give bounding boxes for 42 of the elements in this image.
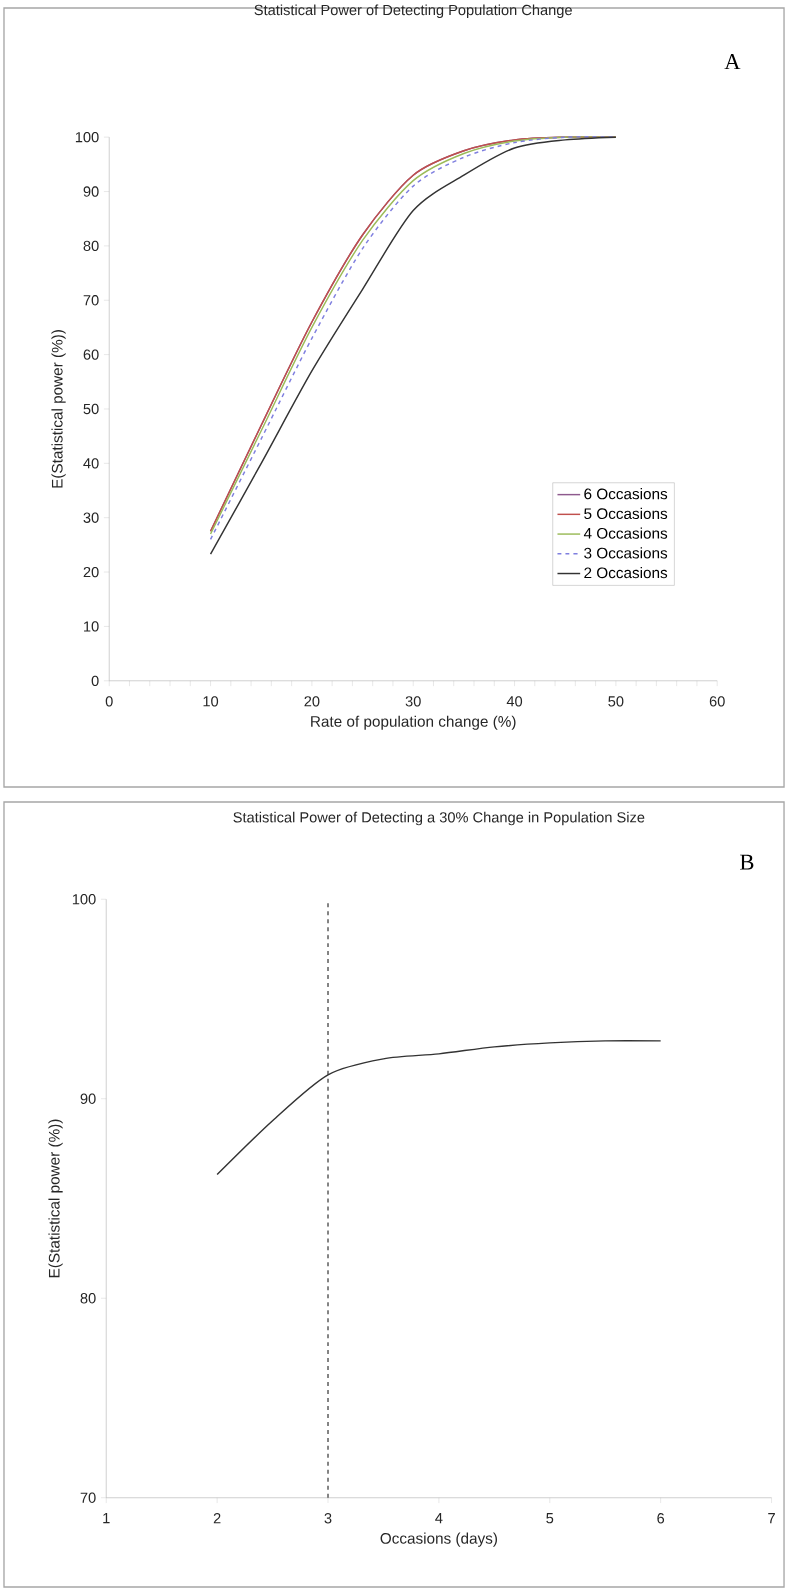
y-tick-label: 70 bbox=[83, 295, 99, 306]
y-tick-label: 90 bbox=[83, 186, 99, 197]
y-tick-label: 80 bbox=[80, 1293, 96, 1304]
x-tick-label: 1 bbox=[103, 1513, 110, 1524]
chart-title: Statistical Power of Detecting Population Change bbox=[254, 4, 572, 19]
x-tick-label: 60 bbox=[709, 696, 725, 707]
x-tick-label: 0 bbox=[105, 696, 113, 707]
x-tick-label: 4 bbox=[435, 1513, 443, 1524]
y-tick-label: 0 bbox=[91, 675, 99, 686]
legend-label: 2 Occasions bbox=[584, 567, 668, 579]
x-tick-label: 5 bbox=[546, 1513, 554, 1524]
legend-label: 5 Occasions bbox=[584, 507, 668, 520]
y-tick-label: 10 bbox=[84, 621, 99, 632]
y-tick-label: 80 bbox=[83, 240, 99, 252]
y-tick-label: 30 bbox=[83, 512, 99, 523]
y-tick-label: 50 bbox=[83, 403, 99, 415]
x-tick-label: 30 bbox=[405, 696, 421, 707]
x-tick-label: 40 bbox=[506, 696, 523, 707]
y-tick-label: 20 bbox=[83, 566, 99, 578]
y-tick-label: 100 bbox=[72, 894, 96, 905]
y-tick-label: 100 bbox=[75, 131, 99, 143]
y-tick-label: 90 bbox=[80, 1093, 96, 1104]
x-axis-title: Rate of population change (%) bbox=[311, 715, 516, 730]
y-tick-label: 70 bbox=[80, 1492, 96, 1503]
x-axis-title: Occasions (days) bbox=[380, 1532, 497, 1547]
x-tick-label: 10 bbox=[203, 696, 219, 707]
x-tick-label: 7 bbox=[768, 1513, 775, 1524]
x-tick-label: 3 bbox=[324, 1513, 332, 1524]
text: B bbox=[740, 854, 754, 870]
legend-label: 4 Occasions bbox=[583, 527, 668, 539]
x-tick-label: 2 bbox=[213, 1513, 221, 1524]
y-axis-title: E(Statistical power (%)) bbox=[48, 1119, 63, 1278]
legend-label: 6 Occasions bbox=[584, 488, 668, 500]
y-tick-label: 60 bbox=[83, 349, 99, 360]
chart-title: Statistical Power of Detecting a 30% Change in Population Size bbox=[233, 811, 645, 826]
x-tick-label: 50 bbox=[608, 696, 624, 707]
y-tick-label: 40 bbox=[83, 458, 99, 469]
x-tick-label: 6 bbox=[657, 1513, 665, 1524]
x-tick-label: 20 bbox=[304, 696, 320, 707]
legend-label: 3 Occasions bbox=[584, 547, 668, 559]
y-axis-title: E(Statistical power (%)) bbox=[51, 330, 66, 488]
text: A bbox=[724, 54, 741, 70]
